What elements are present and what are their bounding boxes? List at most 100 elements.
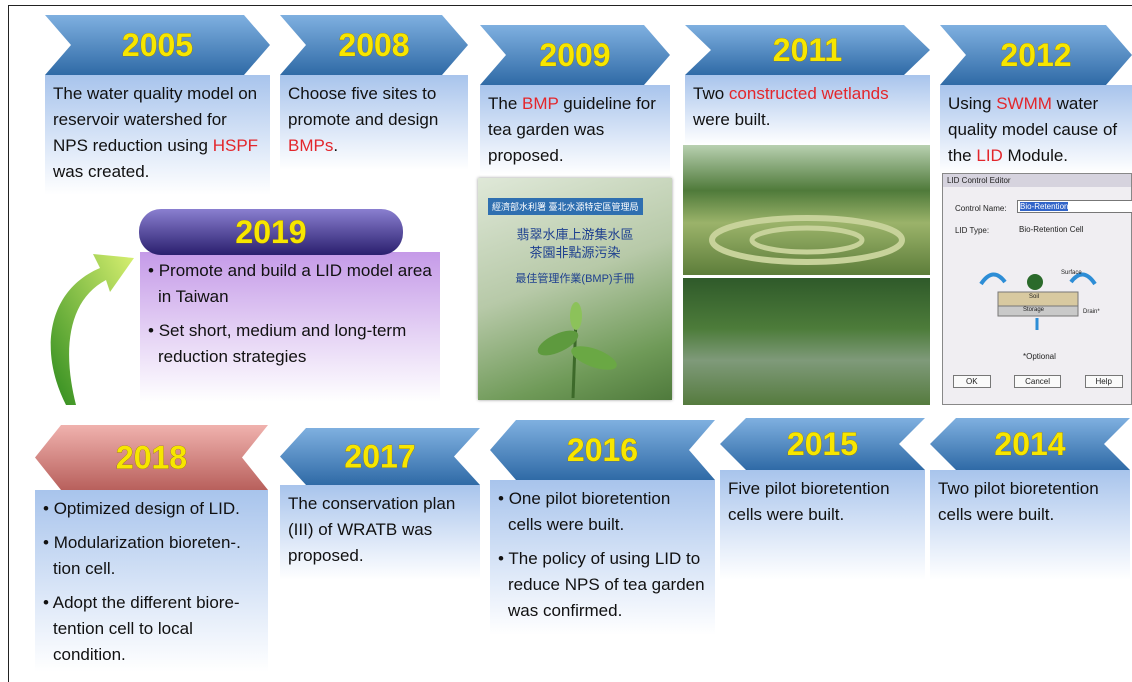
text: Promote and build a LID model area in Ta… [158,261,432,306]
dialog-input: Bio-Retention [1017,200,1132,213]
dialog-button: Cancel [1014,375,1061,388]
book-title-line: 茶園非點源污染 [478,244,672,262]
text-box: Using SWMM water quality model cause of … [940,85,1132,173]
text-box: Promote and build a LID model area in Ta… [140,252,440,402]
paragraph: Set short, medium and long-term reductio… [148,318,434,370]
highlight-text: LID [976,146,1002,165]
dialog-select: Bio-Retention Cell [1017,224,1131,235]
year: 2005 [122,27,193,63]
text-box: One pilot bioretention cells were built.… [490,480,715,635]
paragraph: The policy of using LID to reduce NPS of… [498,546,709,624]
layer-label: Soil [1029,294,1039,300]
text-box: The conservation plan (III) of WRATB was… [280,485,480,580]
dialog-label: Control Name: [955,204,1007,213]
dialog-title: LID Control Editor [943,174,1131,187]
year-banner: 2008 [280,15,468,75]
highlight-text: SWMM [996,94,1052,113]
dialog-button: OK [953,375,991,388]
year-banner: 2018 [35,425,268,490]
year-banner: 2016 [490,420,715,480]
year-banner: 2017 [280,428,480,485]
lid-dialog: LID Control Editor Control Name: Bio-Ret… [942,173,1132,405]
text: The [488,94,522,113]
dialog-input-value: Bio-Retention [1020,202,1068,211]
layer-label: Drain* [1083,309,1100,315]
text: . [333,136,338,155]
year-banner: 2012 [940,25,1132,85]
paragraph: The water quality model on reservoir wat… [53,81,264,185]
paragraph: Five pilot bioretention cells were built… [728,476,919,528]
year: 2018 [116,440,187,476]
year: 2016 [567,432,638,468]
book-title-line: 翡翠水庫上游集水區 [478,226,672,244]
text-box: Two pilot bioretention cells were built. [930,470,1130,580]
dialog-button: Help [1085,375,1123,388]
paragraph: Choose five sites to promote and design … [288,81,462,159]
text: Modularization bioreten-. tion cell. [53,533,241,578]
paragraph: The BMP guideline for tea garden was pro… [488,91,664,169]
text: Choose five sites to promote and design [288,84,438,129]
text: was created. [53,162,149,181]
arrow-shape [51,254,134,405]
paragraph: The conservation plan (III) of WRATB was… [288,491,474,569]
text: The conservation plan (III) of WRATB was… [288,494,455,565]
text-box: The water quality model on reservoir wat… [45,75,270,195]
text: Five pilot bioretention cells were built… [728,479,890,524]
dialog-label: LID Type: [955,226,989,235]
paragraph: Adopt the different biore-tention cell t… [43,590,262,668]
highlight-text: constructed wetlands [729,84,889,103]
wetland-photo [683,278,930,405]
year: 2014 [994,426,1065,462]
text: Using [948,94,996,113]
text-box: Two constructed wetlands were built. [685,75,930,145]
text-box: The BMP guideline for tea garden was pro… [480,85,670,175]
text-box: Choose five sites to promote and design … [280,75,468,170]
text: Two pilot bioretention cells were built. [938,479,1099,524]
wetland-drawing [683,145,930,275]
slide: 經濟部水利署 臺北水源特定區管理局 翡翠水庫上游集水區 茶園非點源污染 最佳管理… [0,0,1132,682]
paragraph: Using SWMM water quality model cause of … [948,91,1126,169]
wetland-photo [683,145,930,275]
paragraph: Two constructed wetlands were built. [693,81,924,133]
layer-label: Surface [1061,270,1082,276]
text: Adopt the different biore-tention cell t… [53,593,240,664]
year: 2019 [235,214,306,250]
text: Two [693,84,729,103]
text: Module. [1003,146,1068,165]
year: 2009 [539,37,610,73]
text: Set short, medium and long-term reductio… [158,321,406,366]
text-box: Five pilot bioretention cells were built… [720,470,925,580]
year-banner: 2014 [930,418,1130,470]
year-banner: 2011 [685,25,930,75]
green-arrow [38,240,138,410]
year: 2008 [338,27,409,63]
tea-plant [518,298,628,398]
year: 2012 [1000,37,1071,73]
highlight-text: HSPF [213,136,258,155]
book-agency: 經濟部水利署 臺北水源特定區管理局 [488,198,643,215]
book-subtitle: 最佳管理作業(BMP)手冊 [478,270,672,286]
highlight-text: BMPs [288,136,333,155]
year: 2011 [773,32,842,68]
text: Optimized design of LID. [54,499,240,518]
book-cover: 經濟部水利署 臺北水源特定區管理局 翡翠水庫上游集水區 茶園非點源污染 最佳管理… [478,178,672,400]
year: 2017 [344,439,415,475]
paragraph: Promote and build a LID model area in Ta… [148,258,434,310]
text: One pilot bioretention cells were built. [508,489,670,534]
text: The policy of using LID to reduce NPS of… [508,549,705,620]
year-banner: 2015 [720,418,925,470]
text: were built. [693,110,770,129]
year: 2015 [787,426,858,462]
text-box: Optimized design of LID. Modularization b… [35,490,268,672]
book-title: 翡翠水庫上游集水區 茶園非點源污染 [478,226,672,262]
paragraph: One pilot bioretention cells were built. [498,486,709,538]
year-pill: 2019 [138,208,404,256]
year-banner: 2009 [480,25,670,85]
layer-label: Storage [1023,307,1044,313]
paragraph: Optimized design of LID. [43,496,262,522]
paragraph: Modularization bioreten-. tion cell. [43,530,262,582]
highlight-text: BMP [522,94,559,113]
dialog-note: *Optional [1023,352,1056,361]
dialog-buttons: OK Cancel Help [953,375,1123,388]
paragraph: Two pilot bioretention cells were built. [938,476,1124,528]
